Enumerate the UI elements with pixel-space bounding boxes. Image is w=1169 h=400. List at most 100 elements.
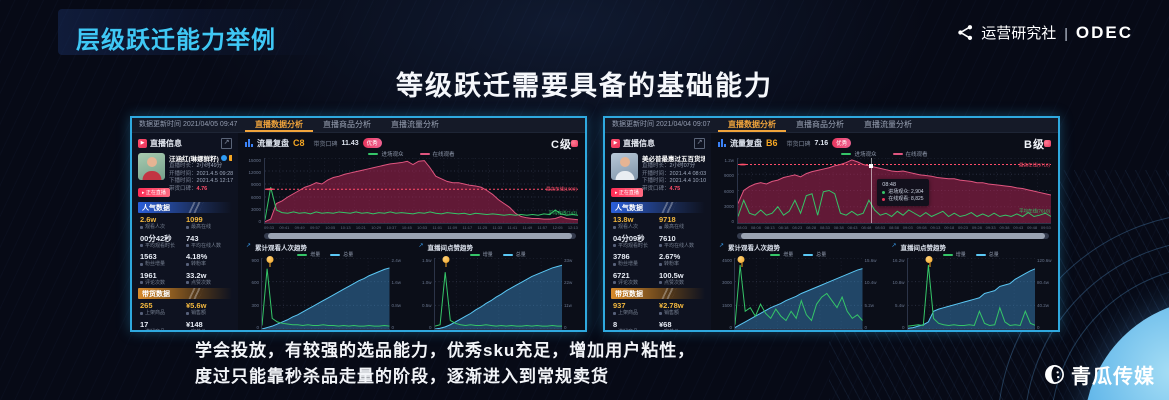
legend-label: 总量 <box>343 252 354 258</box>
external-link-icon[interactable] <box>891 243 898 250</box>
tab-1[interactable]: 直播数据分析 <box>245 118 313 132</box>
stat-label: 客单价 <box>659 329 703 331</box>
legend-item[interactable]: 增量 <box>942 251 966 258</box>
external-link-icon[interactable] <box>245 243 252 250</box>
stat-label: 点赞次数 <box>186 280 230 287</box>
legend-item[interactable]: 进场观众 <box>841 150 877 158</box>
x-axis-labels: 09:33 09:41 09:49 09:57 10:05 10:13 10:21 10:29… <box>264 224 578 231</box>
y-tick-label: 1500 <box>721 302 732 308</box>
scrollbar-thumb[interactable] <box>268 233 572 239</box>
scrollbar-thumb[interactable] <box>741 233 1045 239</box>
x-tick-label: 08:18 <box>778 225 789 230</box>
tab-3[interactable]: 直播流量分析 <box>391 120 439 129</box>
dashboard-content: 流量复盘 C8 带货口碑 11.43 优秀 进场观众 在线观看 15000 1200… <box>238 133 585 330</box>
mini-chart-header: 累计观看人次趋势 <box>718 242 879 252</box>
stat-value: 6721 <box>613 270 630 280</box>
stats-grid: 937上架商品¥2.78w销售额8讲解商品¥68客单价109销量(单)¥0人均价… <box>611 299 705 331</box>
x-tick-label: 12:13 <box>567 225 578 230</box>
stat-label: 最高在线 <box>186 224 230 231</box>
melon-icon <box>1044 364 1065 385</box>
tab-2[interactable]: 直播商品分析 <box>796 120 844 129</box>
x-tick-label: 09:43 <box>1013 225 1024 230</box>
external-link-icon[interactable] <box>718 243 725 250</box>
tab-1[interactable]: 直播数据分析 <box>718 118 786 132</box>
legend-item[interactable]: 增量 <box>297 251 320 258</box>
live-status-badge[interactable]: 正在直播 <box>138 188 170 197</box>
stat-cell: 100.5w 点赞次数 <box>659 271 703 287</box>
chart-scrollbar[interactable] <box>737 233 1049 239</box>
external-link-icon[interactable] <box>221 138 232 149</box>
score-label: 带货口碑 <box>313 141 338 148</box>
legend-item[interactable]: 总量 <box>975 251 999 258</box>
avatar-body <box>615 171 634 180</box>
y-tick-label: 33w <box>564 258 573 263</box>
verified-icon <box>220 155 227 161</box>
legend-item[interactable]: 在线观看 <box>892 150 928 158</box>
gift-icon[interactable] <box>1044 139 1051 147</box>
stat-cell: 937 上架商品 <box>613 302 657 317</box>
y-tick-label: 5.4w <box>894 302 905 308</box>
legend-label: 总量 <box>988 252 999 258</box>
section-header: 人气数据 <box>611 202 705 213</box>
tab-2[interactable]: 直播商品分析 <box>323 120 371 129</box>
x-tick-label: 08:08 <box>750 225 761 230</box>
avatar-body <box>142 171 161 180</box>
stat-cell: 17讲解商品 <box>140 320 184 330</box>
y-tick-label: 6000 <box>723 188 734 194</box>
dashboard-b-grade: B级 数据更新时间 2021/04/04 09:07 直播数据分析 直播商品分析直… <box>603 116 1060 332</box>
mini-chart-area: 4500 3000 1500 0 15.6w 10.4w 5.2w 0 <box>718 256 879 330</box>
legend-item[interactable]: 增量 <box>469 251 493 258</box>
y-tick-label: 6000 <box>250 194 261 200</box>
external-link-icon[interactable] <box>694 138 705 149</box>
balloon-marker <box>737 256 745 267</box>
legend-item[interactable]: 总量 <box>803 251 826 258</box>
tab-3[interactable]: 直播流量分析 <box>864 120 912 129</box>
tooltip-series-dot <box>882 197 886 201</box>
tab-bar: 直播数据分析 直播商品分析 直播流量分析 <box>245 118 449 132</box>
y-tick-label: 0 <box>258 218 261 224</box>
live-status-badge[interactable]: 正在直播 <box>611 188 643 197</box>
stat-value: 937 <box>613 301 626 310</box>
gift-icon[interactable] <box>571 139 578 147</box>
y-axis-labels: 1.2w 9000 6000 3000 0 <box>718 158 737 224</box>
anchor-detail-rows: 直播时长：2小时49分 开播时间：2021.4.5 09:28 下播时间：2021.… <box>169 163 233 193</box>
external-link-icon[interactable] <box>418 243 425 250</box>
legend-item[interactable]: 进场观众 <box>368 150 404 158</box>
y-tick-label: 3000 <box>250 206 261 212</box>
x-tick-label: 11:57 <box>537 225 548 230</box>
x-axis-labels: 08:03 08:08 08:13 08:18 08:23 08:28 08:33 08:38… <box>737 224 1051 231</box>
detail-label: 开播时间： <box>642 170 670 177</box>
legend-item[interactable]: 总量 <box>502 251 526 258</box>
stat-cell: ¥2.78w 销售额 <box>659 302 703 317</box>
y-tick-label: 0.5w <box>421 302 432 308</box>
legend-item[interactable]: 在线观看 <box>419 150 455 158</box>
brand-name: 运营研究社 <box>981 25 1057 42</box>
stat-cell: 4.18% 转粉率 <box>186 253 230 268</box>
y-tick-label: 0 <box>391 324 395 330</box>
stat-value: 9718 <box>659 215 676 224</box>
stat-cell: 13.8w 观看人次 <box>613 216 657 231</box>
y-tick-label: 0.8w <box>391 302 402 308</box>
tooltip-text: 在线观看: 8,825 <box>888 195 924 202</box>
y-tick-label: 16.2w <box>892 258 905 263</box>
anchor-name-row: 汪涵红(琳娜鲜籽) <box>169 153 232 163</box>
stat-label: 粉丝增量 <box>140 261 184 268</box>
stat-cell: 7610 平均在线人数 <box>659 234 703 250</box>
chart-tooltip: 08:48 进场观众: 2,904 在线观看: 8,825 <box>877 178 929 206</box>
anchor-detail-row: 开播时间：2021.4.4 08:03 <box>642 170 706 179</box>
chart-scrollbar[interactable] <box>264 233 576 239</box>
stat-label: 转粉率 <box>186 261 230 268</box>
mini-chart-header: 直播间点赞趋势 <box>891 242 1052 252</box>
legend-swatch <box>975 253 986 256</box>
stat-label: 粉丝增量 <box>613 261 657 268</box>
x-tick-label: 08:33 <box>819 225 830 230</box>
y-tick-label: 0 <box>729 324 732 330</box>
legend-item[interactable]: 总量 <box>330 251 353 258</box>
avatar-head <box>146 157 157 167</box>
balloon-marker <box>442 256 450 267</box>
legend-item[interactable]: 增量 <box>770 251 793 258</box>
detail-label: 下播时间： <box>642 178 670 184</box>
